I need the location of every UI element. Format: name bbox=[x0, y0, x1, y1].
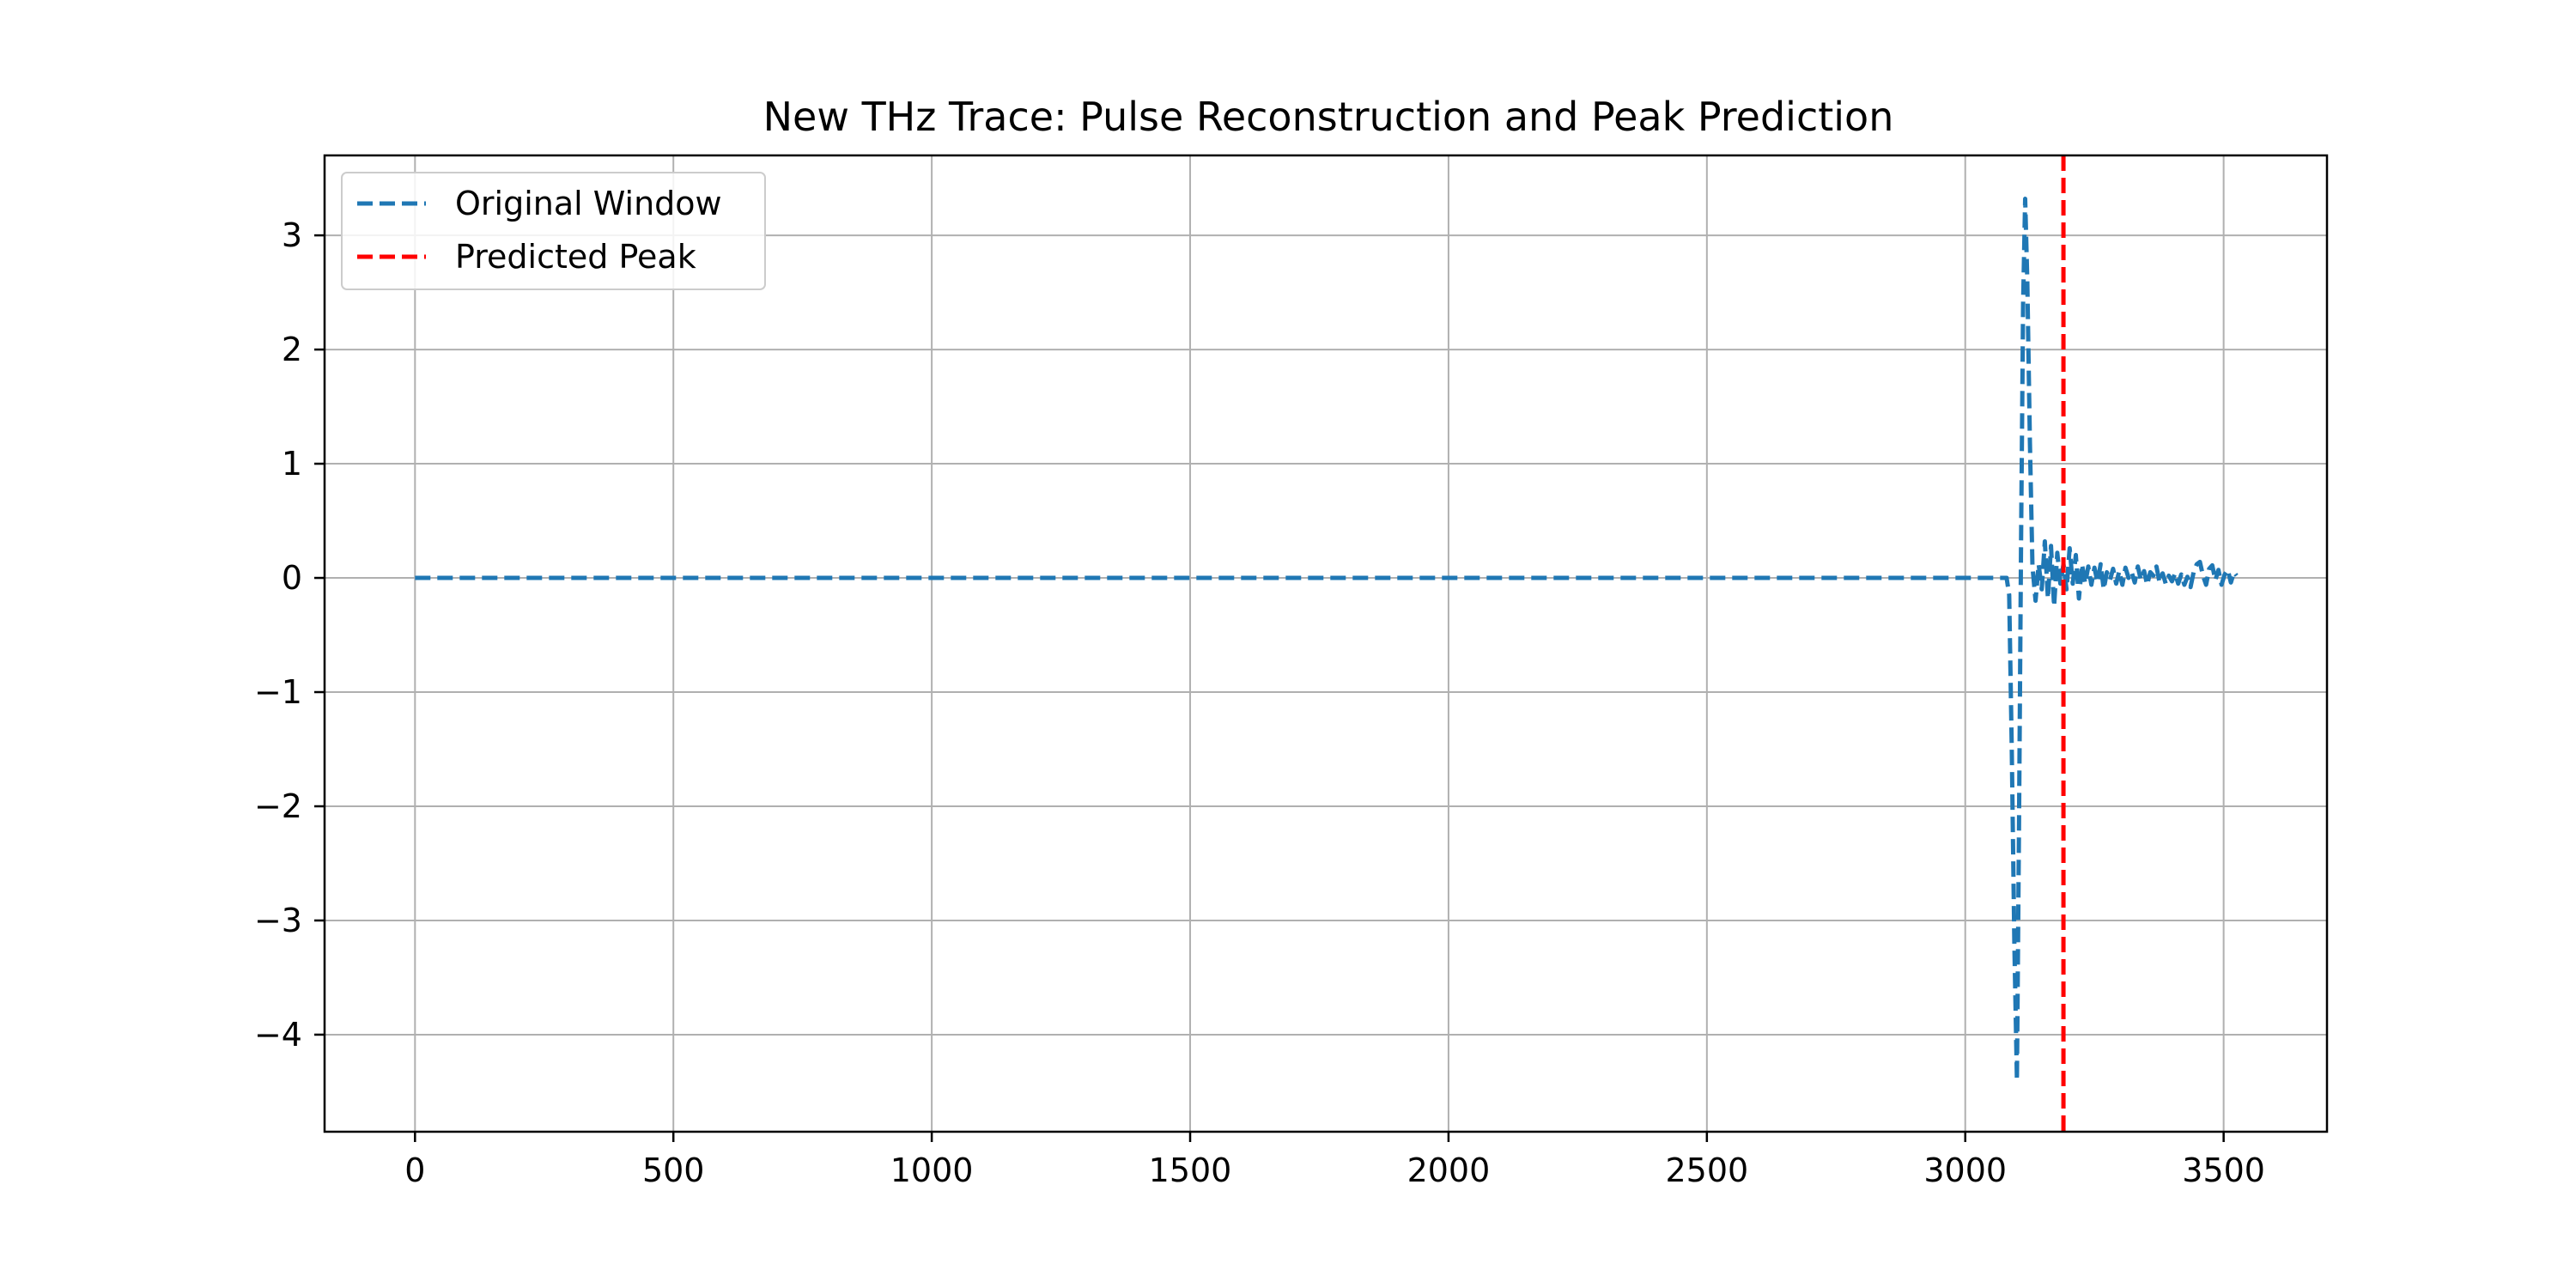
y-tick-label: −2 bbox=[254, 787, 302, 825]
x-tick-label: 2500 bbox=[1665, 1151, 1748, 1189]
x-tick-label: 1000 bbox=[890, 1151, 974, 1189]
series-line-original-window bbox=[415, 197, 2239, 1083]
plot-frame bbox=[323, 154, 2329, 1133]
x-tick-label: 3000 bbox=[1923, 1151, 2007, 1189]
y-tick-label: −4 bbox=[254, 1016, 302, 1054]
y-tick-label: 0 bbox=[282, 559, 302, 597]
chart-title: New THz Trace: Pulse Reconstruction and … bbox=[763, 94, 1894, 140]
legend: Original Window Predicted Peak bbox=[341, 172, 766, 290]
legend-box bbox=[341, 172, 766, 290]
series-layer bbox=[415, 155, 2239, 1132]
y-tick-label: −3 bbox=[254, 902, 302, 939]
x-tick-label: 1500 bbox=[1149, 1151, 1232, 1189]
y-tick-label: 1 bbox=[282, 445, 302, 483]
x-tick-label: 500 bbox=[642, 1151, 705, 1189]
y-tick-label: −1 bbox=[254, 673, 302, 711]
legend-label: Original Window bbox=[455, 185, 722, 222]
x-tick-label: 0 bbox=[404, 1151, 425, 1189]
y-tick-label: 2 bbox=[282, 331, 302, 368]
x-tick-label: 3500 bbox=[2182, 1151, 2265, 1189]
x-tick-label: 2000 bbox=[1407, 1151, 1491, 1189]
y-tick-label: 3 bbox=[282, 216, 302, 254]
legend-label: Predicted Peak bbox=[455, 238, 696, 276]
axes: 0 500 1000 1500 2000 2500 3000 3500 3 2 1 0 −1 −2 −3 −4 bbox=[254, 154, 2329, 1189]
